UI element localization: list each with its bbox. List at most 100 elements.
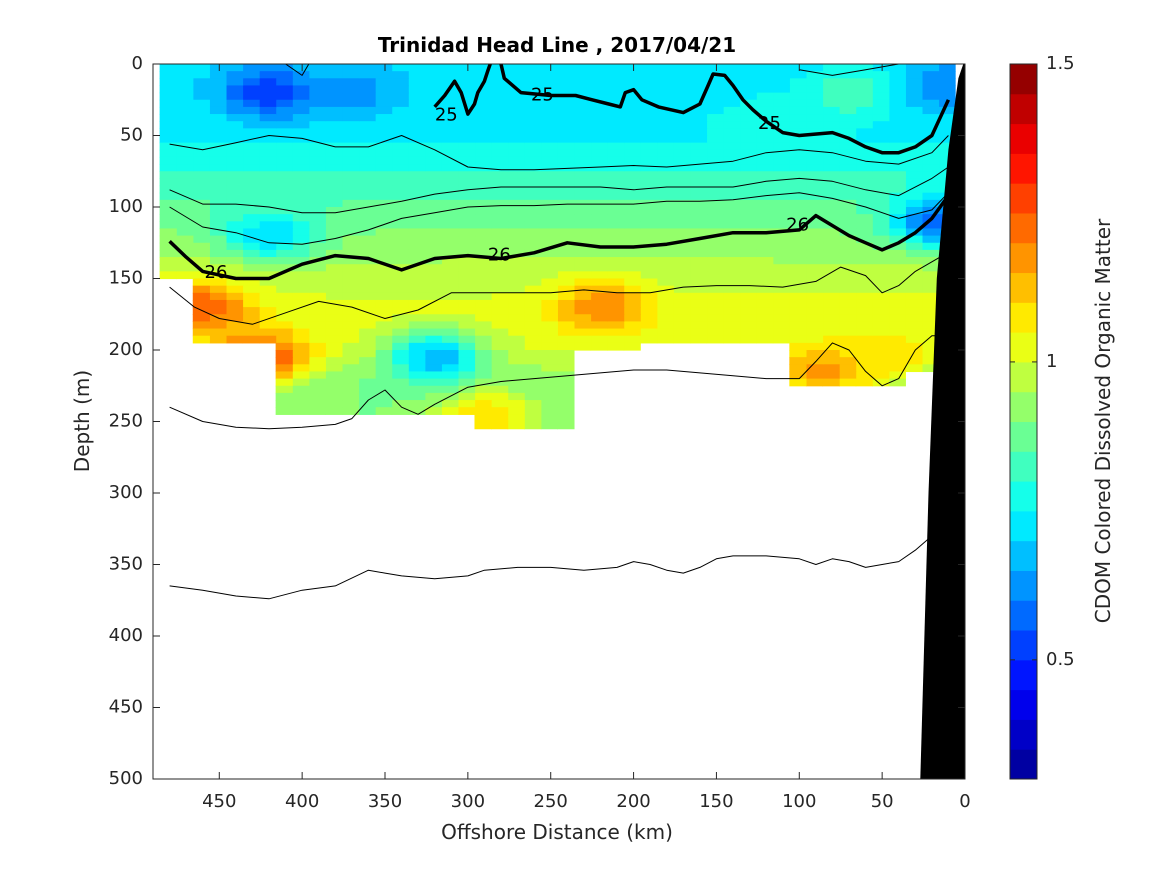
cdom-cell bbox=[308, 106, 326, 115]
cdom-cell bbox=[905, 85, 923, 94]
cdom-cell bbox=[441, 92, 459, 101]
cdom-cell bbox=[358, 307, 376, 315]
cdom-cell bbox=[491, 292, 509, 301]
cdom-cell bbox=[607, 114, 625, 122]
cdom-cell bbox=[408, 385, 426, 394]
cdom-cell bbox=[607, 285, 625, 294]
cdom-cell bbox=[507, 235, 525, 244]
cdom-cell bbox=[839, 278, 857, 287]
cdom-cell bbox=[888, 92, 906, 101]
cdom-cell bbox=[507, 185, 525, 194]
cdom-cell bbox=[259, 199, 277, 208]
cdom-cell bbox=[159, 192, 177, 201]
cdom-cell bbox=[391, 171, 409, 179]
cdom-cell bbox=[640, 285, 658, 294]
cdom-cell bbox=[408, 335, 426, 344]
cdom-cell bbox=[921, 156, 940, 165]
cdom-cell bbox=[872, 264, 890, 272]
cdom-cell bbox=[457, 149, 476, 158]
cdom-cell bbox=[259, 135, 277, 144]
cdom-cell bbox=[789, 178, 807, 187]
cdom-cell bbox=[341, 314, 360, 322]
cdom-cell bbox=[408, 371, 426, 380]
cdom-cell bbox=[176, 128, 194, 137]
cdom-cell bbox=[308, 71, 326, 79]
cdom-cell bbox=[524, 414, 542, 423]
cdom-cell bbox=[573, 78, 592, 87]
colorbar-label: CDOM Colored Dissolved Organic Matter bbox=[1091, 218, 1115, 623]
cdom-cell bbox=[872, 350, 890, 358]
cdom-cell bbox=[192, 171, 210, 179]
cdom-cell bbox=[607, 335, 625, 344]
cdom-cell bbox=[789, 64, 807, 72]
cdom-cell bbox=[805, 264, 824, 272]
cdom-cell bbox=[623, 156, 641, 165]
cdom-cell bbox=[358, 128, 376, 137]
cdom-cell bbox=[905, 364, 923, 373]
cdom-cell bbox=[275, 135, 293, 144]
cdom-cell bbox=[805, 221, 824, 230]
cdom-cell bbox=[905, 192, 923, 201]
cdom-cell bbox=[225, 321, 244, 330]
cdom-cell bbox=[457, 285, 476, 294]
cdom-cell bbox=[855, 342, 873, 351]
cdom-cell bbox=[225, 271, 244, 280]
cdom-cell bbox=[474, 192, 492, 201]
cdom-cell bbox=[308, 321, 326, 330]
cdom-cell bbox=[921, 228, 940, 237]
cdom-cell bbox=[192, 299, 210, 308]
cdom-cell bbox=[358, 121, 376, 129]
cdom-cell bbox=[391, 242, 409, 251]
cdom-cell bbox=[905, 242, 923, 251]
cdom-cell bbox=[457, 228, 476, 237]
cdom-cell bbox=[839, 78, 857, 87]
cdom-cell bbox=[607, 178, 625, 187]
cdom-cell bbox=[391, 64, 409, 72]
cdom-cell bbox=[424, 121, 442, 129]
cdom-cell bbox=[341, 185, 360, 194]
cdom-cell bbox=[905, 249, 923, 258]
cdom-cell bbox=[176, 185, 194, 194]
cdom-cell bbox=[408, 199, 426, 208]
cdom-cell bbox=[756, 278, 774, 287]
cdom-cell bbox=[441, 307, 459, 315]
cdom-cell bbox=[225, 142, 244, 151]
cdom-cell bbox=[805, 335, 824, 344]
cdom-cell bbox=[259, 185, 277, 194]
cdom-cell bbox=[789, 378, 807, 387]
cdom-cell bbox=[888, 64, 906, 72]
cdom-cell bbox=[424, 128, 442, 137]
cdom-cell bbox=[673, 128, 691, 137]
cdom-cell bbox=[921, 78, 940, 87]
cdom-cell bbox=[855, 128, 873, 137]
cdom-cell bbox=[888, 350, 906, 358]
cdom-cell bbox=[192, 142, 210, 151]
cdom-cell bbox=[640, 321, 658, 330]
cdom-cell bbox=[524, 307, 542, 315]
cdom-cell bbox=[424, 64, 442, 72]
cdom-cell bbox=[540, 99, 558, 108]
cdom-cell bbox=[540, 85, 558, 94]
cdom-cell bbox=[607, 214, 625, 222]
cdom-cell bbox=[623, 264, 641, 272]
cdom-cell bbox=[739, 71, 757, 79]
cdom-cell bbox=[888, 171, 906, 179]
cdom-cell bbox=[739, 135, 757, 144]
cdom-cell bbox=[424, 149, 442, 158]
cdom-cell bbox=[424, 178, 442, 187]
cdom-cell bbox=[739, 121, 757, 129]
cdom-cell bbox=[590, 185, 608, 194]
cdom-cell bbox=[457, 378, 476, 387]
cdom-cell bbox=[457, 78, 476, 87]
cdom-cell bbox=[457, 171, 476, 179]
cdom-cell bbox=[192, 106, 210, 115]
cdom-cell bbox=[159, 214, 177, 222]
contour-line-bold bbox=[433, 64, 493, 116]
cdom-cell bbox=[457, 271, 476, 280]
colorbar-segment bbox=[1010, 510, 1037, 542]
cdom-cell bbox=[242, 257, 260, 265]
cdom-cell bbox=[292, 85, 310, 94]
cdom-cell bbox=[524, 350, 542, 358]
cdom-cell bbox=[292, 342, 310, 351]
cdom-cell bbox=[358, 78, 376, 87]
